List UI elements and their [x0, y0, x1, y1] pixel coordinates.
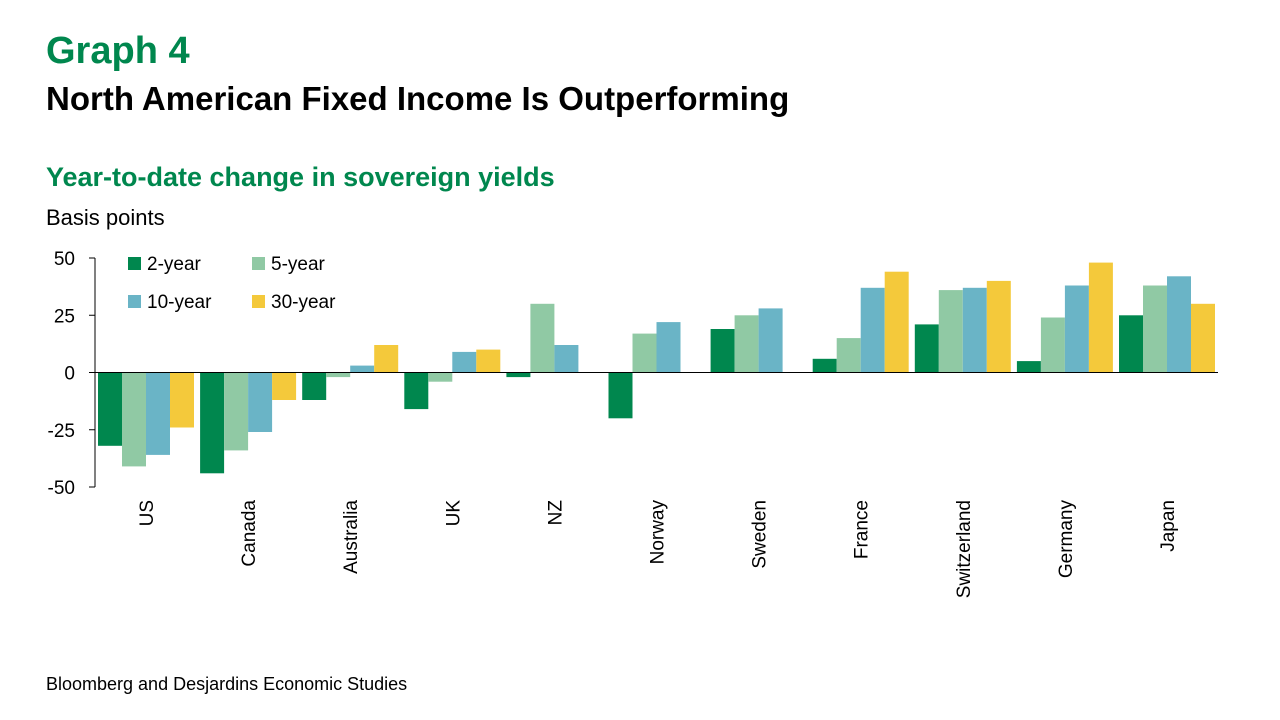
bar-2-year-Sweden: [710, 329, 735, 373]
x-category-label: Canada: [239, 500, 260, 567]
y-tick-label: -25: [48, 421, 75, 442]
legend-label-10-year: 10-year: [147, 292, 212, 313]
bar-30-year-Canada: [272, 372, 297, 400]
page-title: North American Fixed Income Is Outperfor…: [46, 80, 790, 117]
bar-5-year-Germany: [1040, 317, 1065, 373]
bar-5-year-France: [836, 338, 861, 373]
bar-10-year-France: [860, 287, 885, 373]
bar-10-year-Canada: [248, 372, 273, 432]
bar-2-year-Norway: [608, 372, 633, 419]
legend-label-30-year: 30-year: [271, 292, 336, 313]
bar-30-year-Australia: [374, 345, 399, 373]
bar-2-year-Canada: [200, 372, 225, 474]
legend-swatch-2-year: [128, 257, 141, 270]
bar-2-year-Australia: [302, 372, 327, 400]
x-category-label: Germany: [1056, 500, 1077, 579]
bar-10-year-US: [146, 372, 170, 455]
y-tick-label: -50: [48, 478, 75, 499]
bar-5-year-Switzerland: [938, 290, 963, 373]
y-axis-label: Basis points: [46, 205, 165, 230]
bar-5-year-Canada: [224, 372, 249, 451]
bar-10-year-Japan: [1167, 276, 1191, 373]
bar-2-year-NZ: [506, 372, 531, 378]
legend-label-5-year: 5-year: [271, 254, 326, 275]
bar-10-year-NZ: [554, 345, 579, 373]
bar-2-year-Germany: [1016, 361, 1041, 373]
x-category-label: Norway: [648, 500, 669, 565]
bar-5-year-NZ: [530, 303, 555, 373]
x-category-label: Switzerland: [954, 500, 975, 598]
x-category-label: France: [852, 500, 873, 559]
legend-label-2-year: 2-year: [147, 254, 202, 275]
bar-5-year-Norway: [632, 333, 657, 373]
bar-30-year-Germany: [1088, 262, 1113, 373]
bar-30-year-US: [170, 372, 194, 428]
bar-2-year-UK: [404, 372, 429, 410]
bar-5-year-UK: [428, 372, 453, 382]
bar-10-year-Sweden: [758, 308, 783, 373]
x-category-label: Australia: [341, 500, 362, 574]
legend-swatch-5-year: [252, 257, 265, 270]
y-tick-label: 25: [54, 306, 75, 327]
bar-5-year-US: [122, 372, 146, 467]
bar-5-year-Japan: [1143, 285, 1167, 373]
bar-10-year-UK: [452, 351, 477, 373]
x-category-label: US: [137, 500, 158, 526]
bar-2-year-France: [812, 358, 837, 373]
y-tick-label: 50: [54, 249, 75, 270]
x-category-label: Sweden: [750, 500, 771, 569]
legend-swatch-30-year: [252, 295, 265, 308]
legend-swatch-10-year: [128, 295, 141, 308]
bar-30-year-France: [884, 271, 909, 373]
bar-30-year-Switzerland: [986, 280, 1011, 373]
bar-2-year-Japan: [1119, 315, 1143, 373]
bar-10-year-Norway: [656, 322, 681, 373]
y-tick-label: 0: [64, 364, 75, 385]
chart-title: Year-to-date change in sovereign yields: [46, 162, 555, 192]
x-category-label: Japan: [1158, 500, 1179, 552]
bar-2-year-US: [98, 372, 122, 446]
source-note: Bloomberg and Desjardins Economic Studie…: [46, 674, 408, 694]
bar-2-year-Switzerland: [914, 324, 939, 373]
bar-5-year-Australia: [326, 372, 351, 378]
bar-10-year-Germany: [1064, 285, 1089, 373]
x-category-label: NZ: [545, 500, 566, 526]
bar-30-year-Japan: [1191, 303, 1215, 373]
bar-10-year-Australia: [350, 365, 375, 373]
bar-30-year-UK: [476, 349, 501, 373]
x-category-label: UK: [443, 500, 464, 527]
bar-10-year-Switzerland: [962, 287, 987, 373]
graph-number: Graph 4: [46, 30, 190, 72]
bar-5-year-Sweden: [734, 315, 759, 373]
